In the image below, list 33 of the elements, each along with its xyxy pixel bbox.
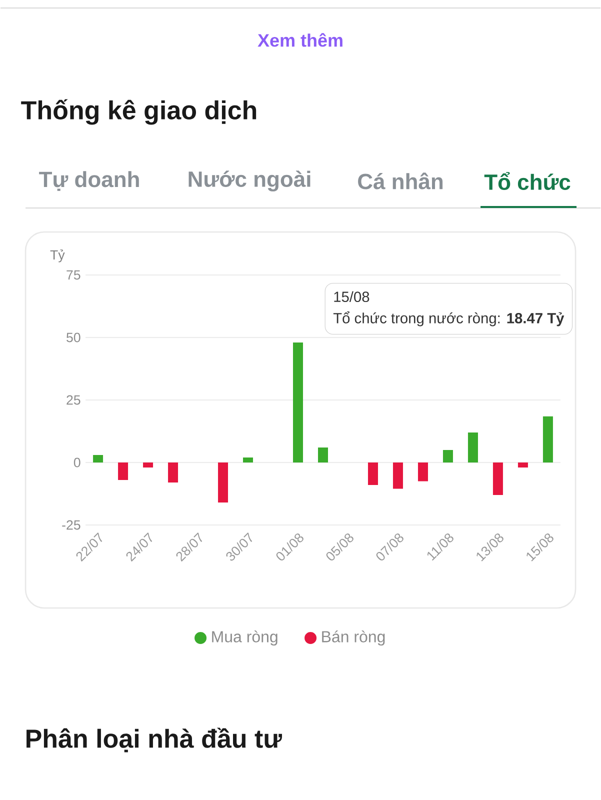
text: Tự doanh [39,171,139,191]
bar [318,448,328,462]
bar [468,432,478,462]
y-tick-label: 75 [66,270,80,280]
text: Tổ chức [484,172,570,190]
annotation: Tổ chức trong nước ròng: 18.47 Tỷ [333,311,564,326]
text: Xem thêm [258,33,342,47]
bar [93,454,103,462]
annotation: 15/08 [334,291,370,302]
bar [442,450,453,462]
bar [392,462,403,489]
bar [542,416,553,462]
bar [218,462,228,502]
bar [492,462,503,495]
y-tick-label: 25 [66,395,80,405]
bar [418,462,428,482]
text: Cá nhân [358,172,442,190]
bar [518,462,528,468]
y-tick-label: -25 [62,520,80,530]
bar [368,462,378,485]
text: Phân loại nhà đầu tư [26,728,282,752]
bar [118,462,128,480]
legend-label: Bán ròng [322,630,385,646]
chart-title: Thống kê giao dịch [21,99,256,125]
y-tick-label: 50 [66,332,80,342]
bar [142,462,153,468]
y-axis-title: Tỷ [50,249,65,262]
bar [168,462,178,482]
text: Nước ngoài [188,170,310,192]
bar [292,342,303,462]
legend-label: Mua ròng [212,630,278,646]
bar [242,458,253,462]
y-tick-label: 0 [74,458,80,468]
